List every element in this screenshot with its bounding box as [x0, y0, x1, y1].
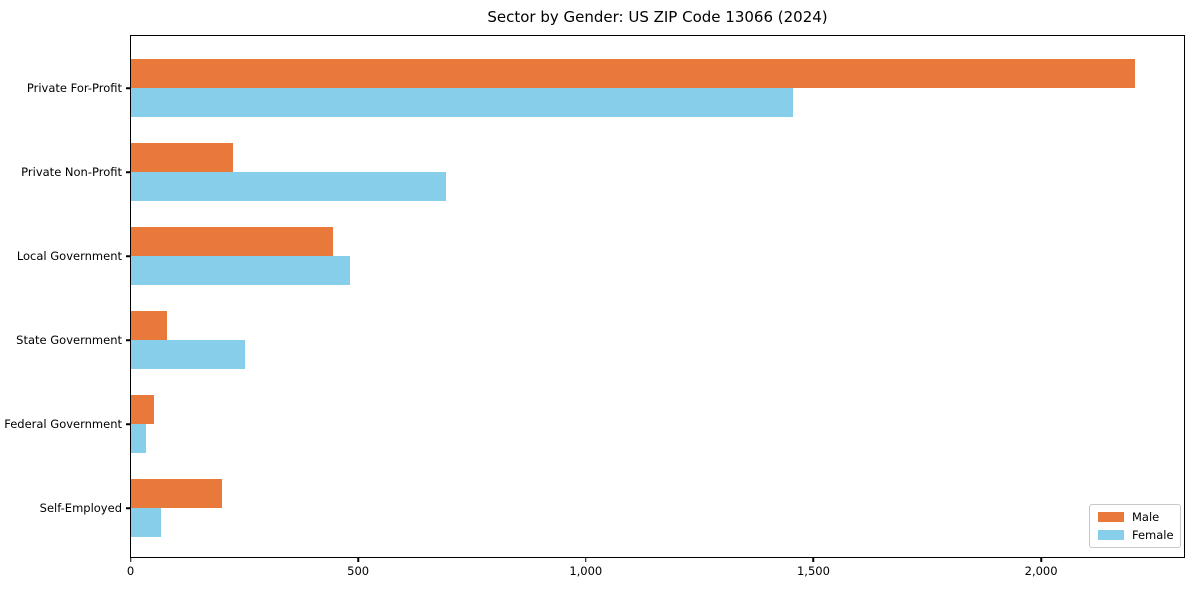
ytick-label-private-for-profit: Private For-Profit: [26, 81, 122, 95]
xtick-label-1000: 1,000: [569, 564, 603, 578]
chart-title: Sector by Gender: US ZIP Code 13066 (202…: [487, 8, 828, 26]
ytick-mark-local-government: [126, 255, 130, 257]
ytick-label-state-government: State Government: [16, 333, 122, 347]
ytick-label-federal-government: Federal Government: [4, 417, 122, 431]
ytick-label-local-government: Local Government: [16, 249, 122, 263]
bar-male-private-non-profit: [131, 143, 233, 172]
xtick-mark-0: [129, 558, 132, 562]
bar-female-federal-government: [131, 424, 146, 453]
xtick-label-1500: 1,500: [796, 564, 830, 578]
bar-female-state-government: [131, 340, 246, 369]
bar-male-local-government: [131, 227, 333, 256]
xtick-mark-1000: [585, 558, 587, 562]
bar-female-self-employed: [131, 508, 162, 537]
legend-item-male: Male: [1098, 511, 1172, 523]
bar-female-private-for-profit: [131, 88, 794, 117]
legend-label-male: Male: [1132, 510, 1160, 524]
ytick-label-private-non-profit: Private Non-Profit: [21, 165, 122, 179]
legend-item-female: Female: [1098, 528, 1174, 542]
bar-male-state-government: [131, 311, 168, 340]
bar-male-self-employed: [131, 479, 223, 508]
legend-label-female: Female: [1132, 528, 1174, 542]
bar-male-private-for-profit: [131, 59, 1136, 88]
ytick-mark-state-government: [126, 339, 130, 341]
xtick-label-2000: 2,000: [1024, 564, 1058, 578]
xtick-label-500: 500: [347, 564, 370, 578]
ytick-label-self-employed: Self-Employed: [39, 501, 122, 515]
legend-swatch-female: [1098, 530, 1124, 540]
bar-male-federal-government: [131, 395, 154, 424]
xtick-mark-1500: [812, 558, 815, 562]
plot-area: [130, 35, 1185, 558]
ytick-mark-private-non-profit: [126, 171, 130, 173]
ytick-mark-federal-government: [126, 423, 130, 425]
bar-female-private-non-profit: [131, 172, 446, 201]
ytick-mark-self-employed: [126, 507, 130, 509]
legend: Male Female: [1089, 504, 1181, 548]
ytick-mark-private-for-profit: [126, 87, 130, 89]
xtick-mark-500: [357, 558, 359, 562]
bar-female-local-government: [131, 256, 350, 285]
xtick-label-0: 0: [126, 564, 135, 578]
xtick-mark-2000: [1040, 558, 1042, 562]
legend-swatch-male: [1098, 512, 1124, 522]
